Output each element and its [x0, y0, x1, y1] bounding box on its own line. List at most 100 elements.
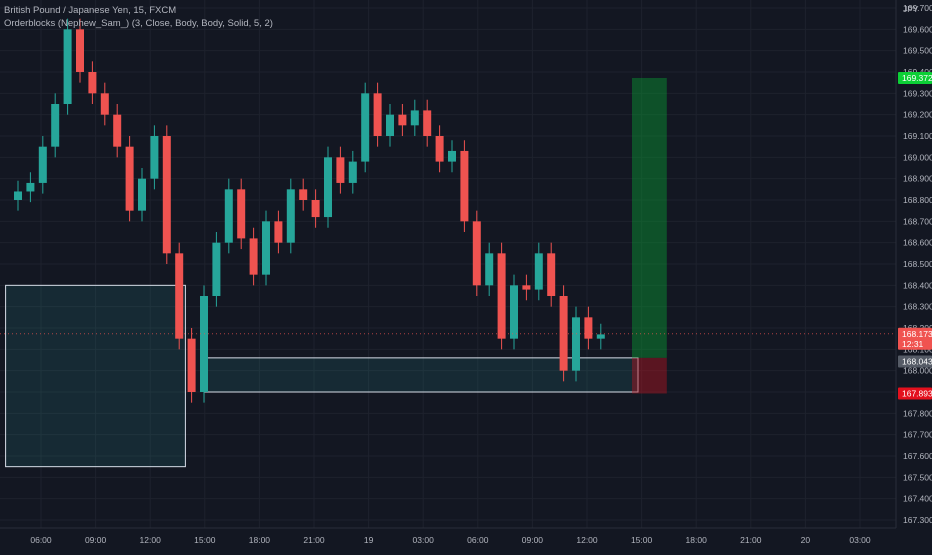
current-price-label-countdown: 12:31	[902, 339, 924, 349]
candle-0	[14, 180, 22, 211]
candle-12	[162, 125, 171, 264]
candle-15	[200, 285, 208, 403]
candle-27	[348, 150, 357, 194]
grid	[0, 0, 896, 528]
stop-price-label-text: 167.893	[902, 388, 932, 398]
candle-body-36	[460, 150, 469, 222]
price-tick-21: 167.600	[903, 451, 932, 461]
candle-body-30	[386, 114, 394, 136]
candle-body-34	[435, 136, 444, 162]
candle-body-4	[63, 29, 72, 104]
candle-body-10	[138, 178, 146, 211]
price-tick-10: 168.700	[903, 216, 932, 226]
legend-overlay: British Pound / Japanese Yen, 15, FXCM O…	[4, 4, 273, 30]
time-tick-13: 21:00	[740, 535, 762, 545]
price-tick-17: 168.000	[903, 366, 932, 376]
candle-body-44	[559, 296, 568, 371]
candle-25	[324, 146, 332, 228]
price-tick-5: 169.200	[903, 110, 932, 120]
candle-16	[212, 232, 221, 307]
candle-body-33	[423, 110, 432, 136]
price-tick-19: 167.800	[903, 408, 932, 418]
price-tick-23: 167.400	[903, 494, 932, 504]
candle-body-42	[534, 253, 543, 290]
candle-body-17	[224, 189, 233, 243]
candle-body-47	[596, 334, 605, 339]
current-price-label-text: 168.173	[902, 329, 932, 339]
candle-body-13	[175, 253, 184, 339]
candle-body-29	[373, 93, 382, 136]
candle-body-12	[162, 136, 171, 254]
candle-7	[100, 82, 109, 126]
candle-body-28	[361, 93, 370, 162]
time-tick-2: 12:00	[140, 535, 162, 545]
candle-17	[224, 178, 233, 254]
time-tick-5: 21:00	[303, 535, 325, 545]
price-tick-4: 169.300	[903, 88, 932, 98]
price-tick-11: 168.600	[903, 238, 932, 248]
target-price-label-text: 169.372	[902, 73, 932, 83]
candles	[14, 18, 605, 403]
candle-21	[274, 210, 283, 254]
candle-38	[485, 242, 494, 296]
candle-1	[26, 172, 35, 203]
candle-body-39	[497, 253, 506, 339]
candle-22	[286, 178, 295, 254]
candle-body-11	[150, 136, 159, 179]
candle-body-16	[212, 242, 221, 296]
price-tick-8: 168.900	[903, 174, 932, 184]
candle-19	[249, 227, 258, 286]
time-tick-3: 15:00	[194, 535, 216, 545]
candle-body-45	[572, 317, 580, 371]
candle-33	[423, 99, 432, 147]
time-tick-11: 15:00	[631, 535, 653, 545]
ob-price-label: 168.043	[898, 355, 932, 368]
order-blocks	[5, 284, 639, 468]
target-price-label: 169.372	[898, 71, 932, 84]
candle-30	[386, 104, 394, 147]
candle-body-2	[38, 146, 47, 183]
indicator-title[interactable]: Orderblocks (Nephew_Sam_) (3, Close, Bod…	[4, 18, 273, 29]
candle-28	[361, 82, 370, 173]
price-axis-currency: JPY	[903, 4, 919, 14]
price-tick-14: 168.300	[903, 302, 932, 312]
candle-5	[76, 18, 84, 83]
time-tick-0: 06:00	[30, 535, 52, 545]
candle-43	[547, 242, 556, 307]
stop-zone	[632, 357, 667, 394]
time-tick-15: 03:00	[849, 535, 871, 545]
long-position-tool[interactable]	[0, 77, 896, 394]
ob-price-label-text: 168.043	[902, 356, 932, 366]
candle-6	[88, 61, 97, 104]
price-tick-20: 167.700	[903, 430, 932, 440]
candle-body-5	[76, 29, 84, 72]
time-axis: 06:00 09:00 12:00 15:00 18:00 21:00 19 03:00 06:…	[30, 535, 871, 545]
price-tick-2: 169.500	[903, 46, 932, 56]
candle-body-32	[410, 110, 419, 126]
current-price-label-bg	[898, 327, 932, 350]
candle-29	[373, 82, 382, 147]
candle-body-22	[286, 189, 295, 243]
candle-14	[187, 328, 196, 403]
candle-20	[262, 210, 270, 286]
candle-44	[559, 285, 568, 382]
candle-body-9	[125, 146, 134, 211]
candle-9	[125, 136, 134, 222]
candle-body-21	[274, 221, 283, 243]
symbol-title[interactable]: British Pound / Japanese Yen, 15, FXCM	[4, 5, 177, 16]
target-price-label-bg	[898, 71, 932, 84]
price-tick-9: 168.800	[903, 195, 932, 205]
candle-13	[175, 242, 184, 350]
candle-body-1	[26, 182, 35, 192]
price-tick-24: 167.300	[903, 515, 932, 525]
candle-body-19	[249, 238, 258, 275]
candle-42	[534, 242, 543, 301]
candle-46	[584, 306, 593, 350]
candle-body-0	[14, 191, 22, 200]
candle-36	[460, 140, 469, 232]
time-tick-8: 06:00	[467, 535, 489, 545]
